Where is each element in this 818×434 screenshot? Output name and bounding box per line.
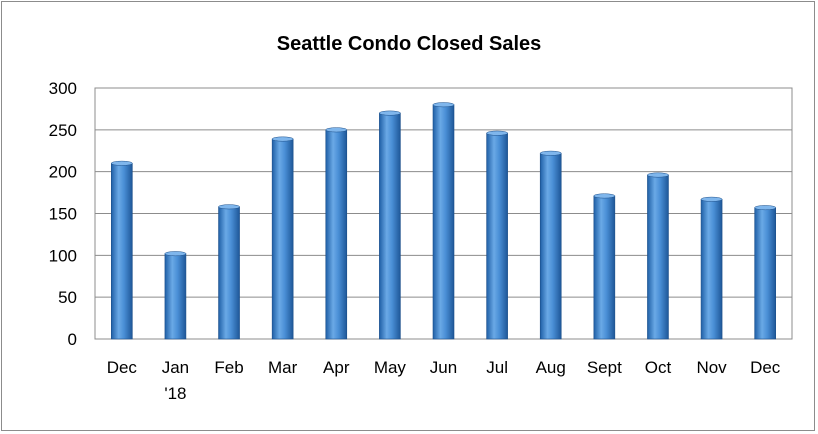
- bar-top: [593, 193, 616, 199]
- y-tick-label: 50: [58, 288, 77, 307]
- x-tick-label: Jun: [430, 358, 457, 377]
- y-tick-label: 200: [49, 163, 77, 182]
- x-tick-label: Oct: [645, 358, 672, 377]
- x-tick-label: May: [374, 358, 407, 377]
- bar-top: [164, 251, 187, 257]
- bar-top: [432, 102, 455, 108]
- bar-top: [325, 127, 348, 133]
- y-tick-label: 300: [49, 79, 77, 98]
- bar-top: [379, 110, 401, 116]
- bar: [164, 253, 187, 340]
- x-tick-label: Dec: [107, 358, 138, 377]
- bar-top: [754, 205, 776, 211]
- bar-top: [218, 204, 240, 210]
- bar-top: [647, 172, 669, 178]
- bar-top: [271, 136, 294, 142]
- x-tick-label: Sept: [587, 358, 622, 377]
- x-tick-label: Dec: [750, 358, 781, 377]
- bar: [700, 198, 723, 340]
- x-tick-label: Nov: [696, 358, 727, 377]
- bar: [432, 104, 455, 340]
- bar-top: [111, 160, 133, 166]
- bar-top: [539, 150, 562, 156]
- bar-top: [700, 196, 723, 202]
- bar: [218, 206, 240, 340]
- x-tick-label: Jul: [486, 358, 508, 377]
- bar: [754, 207, 776, 340]
- y-tick-label: 0: [68, 330, 77, 349]
- bar: [539, 152, 562, 340]
- bar: [379, 112, 401, 340]
- y-tick-label: 150: [49, 205, 77, 224]
- bar: [111, 163, 133, 340]
- bar: [486, 132, 508, 340]
- x-tick-label: Feb: [214, 358, 243, 377]
- y-tick-label: 250: [49, 121, 77, 140]
- bar: [647, 174, 669, 340]
- x-tick-label: Apr: [323, 358, 350, 377]
- bar: [271, 138, 294, 340]
- chart-title: Seattle Condo Closed Sales: [276, 33, 542, 55]
- bar: [325, 129, 348, 340]
- bar-top: [486, 130, 508, 136]
- y-tick-label: 100: [49, 246, 77, 265]
- x-tick-label: Aug: [536, 358, 566, 377]
- x-tick-label: Mar: [268, 358, 298, 377]
- x-tick-label: Jan '18: [162, 358, 189, 403]
- bar: [593, 195, 616, 340]
